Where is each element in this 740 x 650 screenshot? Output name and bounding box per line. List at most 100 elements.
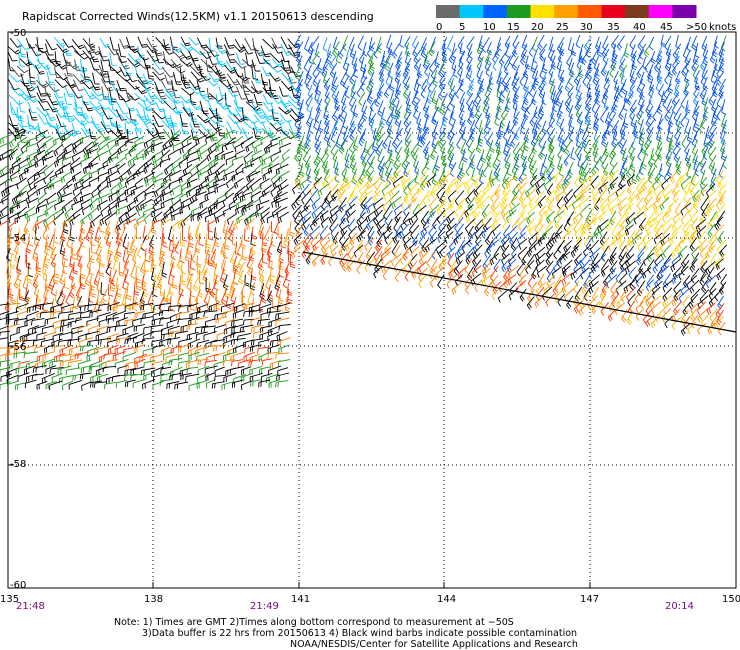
wind-barb: [87, 148, 99, 159]
wind-barb: [278, 86, 288, 97]
wind-barb: [143, 95, 157, 106]
wind-barb: [245, 141, 255, 153]
wind-barb: [26, 94, 39, 103]
wind-barb: [17, 122, 32, 134]
wind-barb: [251, 80, 262, 93]
wind-barb: [225, 155, 237, 166]
wind-barb: [54, 156, 65, 168]
wind-barb: [189, 122, 200, 133]
wind-barb: [190, 71, 205, 83]
legend-swatch: [577, 5, 602, 18]
wind-barb: [64, 59, 79, 70]
legend-label: knots: [709, 22, 736, 33]
wind-barb: [152, 156, 164, 168]
wind-barb: [253, 93, 263, 106]
wind-barb: [92, 72, 100, 85]
wind-barb: [54, 79, 68, 88]
wind-barb: [216, 122, 225, 137]
wind-barb: [253, 142, 264, 154]
wind-barb: [179, 113, 188, 127]
wind-barb: [52, 106, 67, 119]
legend-swatch: [672, 5, 697, 18]
wind-barb: [142, 99, 153, 111]
wind-barb: [136, 113, 151, 125]
legend-label: 5: [459, 22, 465, 33]
wind-barb: [62, 45, 73, 57]
wind-barb: [272, 43, 283, 54]
wind-barb: [99, 71, 110, 83]
wind-barb: [135, 85, 147, 95]
wind-barb: [234, 108, 248, 120]
wind-barb: [241, 72, 250, 84]
wind-barb: [8, 79, 20, 91]
wind-barb: [233, 114, 246, 123]
wind-barb: [60, 134, 72, 148]
wind-barb: [117, 92, 131, 103]
wind-barb: [117, 162, 126, 175]
wind-barb: [17, 129, 27, 143]
legend-swatch: [601, 5, 626, 18]
wind-barb: [136, 51, 149, 61]
legend-label: >50: [686, 22, 707, 33]
wind-barb: [9, 163, 20, 175]
wind-barb: [116, 79, 126, 92]
wind-barb: [19, 58, 32, 67]
wind-barb: [146, 50, 160, 62]
wind-barb: [143, 162, 153, 174]
lat-label: -54: [10, 233, 26, 244]
wind-barb: [271, 37, 282, 49]
wind-barb: [10, 86, 25, 97]
wind-barb: [28, 72, 36, 85]
wind-barb: [28, 108, 38, 121]
wind-barb: [109, 36, 119, 51]
wind-barb: [128, 108, 137, 121]
wind-barb: [152, 114, 164, 128]
wind-barb: [56, 114, 67, 128]
wind-barb: [150, 141, 163, 153]
wind-barb: [244, 93, 254, 103]
wind-barb: [244, 85, 258, 94]
lat-label: -52: [10, 128, 26, 139]
wind-barb: [152, 46, 163, 57]
wind-barb: [182, 74, 191, 86]
wind-barb: [261, 121, 273, 135]
lat-label: -50: [10, 28, 26, 39]
wind-barb: [224, 37, 235, 49]
wind-barb: [27, 101, 37, 114]
wind-barb: [8, 73, 22, 83]
wind-barb: [9, 101, 18, 116]
wind-barb: [26, 87, 36, 98]
wind-barb: [208, 72, 220, 83]
wind-barb: [179, 142, 192, 155]
wind-barb: [215, 142, 227, 153]
wind-barb: [19, 114, 28, 128]
wind-barb: [188, 50, 199, 62]
legend-swatch: [648, 5, 673, 18]
wind-barb: [8, 122, 24, 132]
wind-barb: [34, 157, 45, 168]
wind-barb: [71, 38, 85, 50]
wind-barb: [146, 114, 157, 125]
wind-barb: [88, 128, 97, 140]
wind-barb: [83, 100, 94, 112]
wind-barb: [243, 66, 251, 80]
legend-label: 15: [507, 22, 520, 33]
legend-swatch: [506, 5, 531, 18]
wind-barb: [69, 157, 81, 171]
wind-barb: [169, 94, 182, 104]
wind-barb: [8, 135, 20, 148]
wind-barb: [231, 155, 244, 166]
wind-barb: [127, 92, 140, 101]
wind-barb: [143, 137, 156, 149]
wind-barb: [226, 79, 238, 93]
wind-barb: [72, 141, 83, 155]
wind-barb: [179, 59, 193, 67]
wind-barb: [16, 65, 29, 74]
wind-barb: [180, 120, 189, 135]
wind-barb: [133, 155, 145, 166]
wind-barb: [0, 155, 10, 161]
wind-barb: [215, 71, 227, 82]
wind-barb: [117, 128, 128, 140]
wind-barb: [146, 128, 160, 139]
wind-barb: [215, 135, 226, 149]
